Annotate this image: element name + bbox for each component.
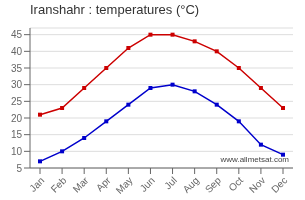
svg-text:35: 35 [11,63,23,74]
svg-text:May: May [114,175,135,196]
html-text:Iranshahr : temperatures (°C): Iranshahr : temperatures (°C) [30,2,200,17]
svg-text:25: 25 [11,96,23,107]
svg-text:45: 45 [11,29,23,40]
svg-text:Dec: Dec [269,175,289,195]
svg-text:Jul: Jul [162,175,179,192]
svg-text:40: 40 [11,46,23,57]
svg-text:Sep: Sep [203,174,224,195]
svg-text:30: 30 [11,79,23,90]
svg-text:Feb: Feb [49,174,69,194]
svg-text:Mar: Mar [71,174,91,194]
svg-text:Oct: Oct [226,175,245,194]
svg-text:20: 20 [11,113,23,124]
svg-text:Apr: Apr [94,174,113,193]
svg-text:Jun: Jun [138,175,157,194]
html-text:www.allmetsat.com: www.allmetsat.com [220,155,289,164]
svg-text:Aug: Aug [181,175,201,195]
svg-text:15: 15 [11,129,23,140]
svg-text:10: 10 [11,146,23,157]
svg-text:Nov: Nov [247,175,267,195]
svg-text:5: 5 [16,163,22,174]
svg-text:Jan: Jan [27,175,46,194]
